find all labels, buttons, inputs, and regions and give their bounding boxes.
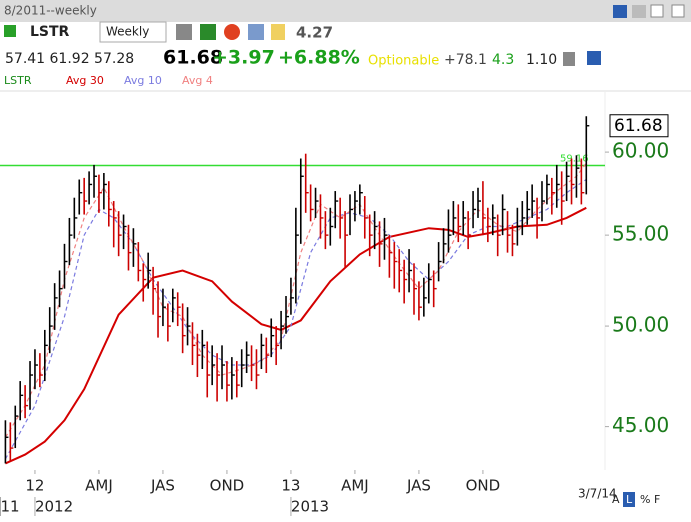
interval[interactable]: Weekly	[106, 25, 149, 39]
year-label: 11	[0, 498, 19, 516]
change: +3.97	[212, 47, 275, 69]
x-tick-label: AMJ	[341, 477, 369, 495]
symbol[interactable]: LSTR	[30, 24, 70, 40]
x-tick-label: JAS	[150, 477, 175, 495]
x-tick-label: OND	[466, 477, 501, 495]
year-label: 2013	[291, 498, 329, 516]
optionable: Optionable	[368, 54, 439, 69]
x-tick-label: JAS	[406, 477, 431, 495]
change-percent: +6.88%	[278, 47, 360, 69]
footer-button[interactable]: %	[640, 493, 650, 506]
tool-icon[interactable]	[176, 24, 192, 40]
y-tick-label: 60.00	[612, 139, 669, 163]
save-icon[interactable]	[587, 51, 601, 65]
resistance-label: 59.16	[560, 154, 589, 165]
last-price-label: 61.68	[614, 116, 663, 136]
stat-2: 4.3	[492, 52, 514, 68]
note-icon[interactable]	[271, 24, 285, 40]
footer-button[interactable]: A	[612, 493, 620, 506]
close-button[interactable]	[671, 4, 685, 18]
y-tick-label: 55.00	[612, 222, 669, 246]
legend-symbol: LSTR	[4, 74, 32, 87]
x-tick-label: OND	[210, 477, 245, 495]
minimize-button[interactable]	[650, 4, 664, 18]
y-tick-label: 45.00	[612, 413, 669, 437]
year-label: 2012	[35, 498, 73, 516]
title-bar	[0, 0, 691, 22]
db-icon[interactable]	[563, 52, 575, 66]
moving-average	[4, 179, 587, 460]
button-bg	[623, 492, 635, 507]
bars-icon[interactable]	[200, 24, 216, 40]
badge-value: 4.27	[296, 24, 333, 42]
stat-3: 1.10	[526, 52, 557, 68]
interval-box[interactable]	[99, 21, 167, 43]
stat-1: +78.1	[444, 52, 487, 68]
footer-button[interactable]: L	[626, 493, 633, 506]
legend-entry[interactable]: Avg 30	[66, 74, 104, 87]
grid-icon[interactable]	[248, 24, 264, 40]
x-tick-label: 13	[281, 477, 300, 495]
ohl: 57.41 61.92 57.28	[5, 51, 134, 67]
x-tick-label: 12	[25, 477, 44, 495]
x-tick-label: AMJ	[85, 477, 113, 495]
legend-entry[interactable]: Avg 4	[182, 74, 213, 87]
t-button[interactable]	[632, 5, 646, 18]
y-tick-label: 50.00	[612, 313, 669, 337]
footer-button[interactable]: F	[654, 493, 660, 506]
last-date: 3/7/14	[578, 487, 617, 501]
last-price-box	[609, 114, 669, 138]
period-label[interactable]: 8/2011--weekly	[4, 4, 97, 18]
alarm-icon[interactable]	[224, 24, 240, 40]
legend-entry[interactable]: Avg 10	[124, 74, 162, 87]
last-price: 61.68	[163, 47, 223, 69]
s-button[interactable]	[613, 5, 627, 18]
footer-buttons: A L% F	[612, 492, 660, 507]
add-icon[interactable]	[4, 25, 16, 37]
